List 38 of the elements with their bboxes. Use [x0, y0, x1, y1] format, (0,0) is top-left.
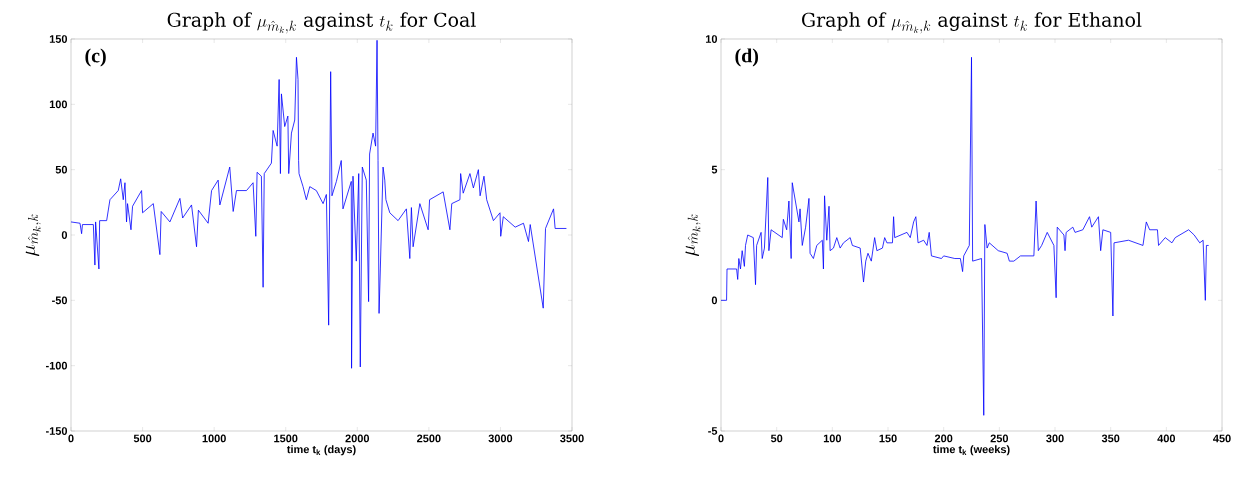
y-tick-label: 10 [705, 35, 718, 43]
y-tick-label: -150 [45, 427, 68, 435]
x-tick-label: 250 [990, 434, 1009, 443]
x-axis-title: time t$_{k}$ (weeks) [933, 445, 1010, 456]
line-series [71, 39, 567, 369]
x-tick-label: 100 [823, 434, 842, 443]
y-axis-title: $\mu_{\hat{m}_k,k}$ [25, 214, 41, 256]
y-tick-label: -100 [45, 361, 68, 370]
x-tick-label: 300 [1046, 434, 1064, 443]
annotation: (c) [85, 48, 106, 67]
y-tick-label: 150 [49, 35, 68, 43]
chart-title: $\mbox{Graph of }\mu_{\hat{m}_k,k}\mbox{ against }t_k\mbox{ for Ethanol}$ [802, 12, 1142, 34]
x-tick-label: 0 [68, 434, 74, 443]
x-tick-label: 3500 [560, 434, 584, 443]
x-tick-label: 0 [718, 434, 724, 443]
x-tick-label: 2000 [345, 434, 370, 443]
y-tick-label: 5 [711, 165, 718, 174]
x-tick-label: 150 [879, 434, 897, 443]
annotation: (d) [735, 48, 759, 67]
x-tick-label: 50 [770, 434, 783, 443]
x-tick-label: 450 [1213, 434, 1231, 443]
y-tick-label: 100 [49, 100, 68, 109]
x-tick-label: 3000 [488, 434, 513, 443]
y-tick-label: 0 [61, 231, 68, 239]
x-tick-label: 1500 [274, 434, 298, 443]
y-axis-title: $\mu_{\hat{m}_k,k}$ [685, 214, 701, 256]
chart-title: $\mbox{Graph of }\mu_{\hat{m}_k,k}\mbox{ against }t_k\mbox{ for Coal}$ [167, 12, 476, 34]
y-tick-label: 50 [55, 165, 68, 174]
x-tick-label: 350 [1101, 434, 1120, 443]
x-tick-label: 500 [133, 434, 152, 443]
y-tick-label: -50 [52, 296, 68, 305]
x-tick-label: 1000 [202, 434, 226, 443]
y-tick-label: 0 [711, 296, 718, 305]
x-axis-title: time t$_{k}$ (days) [286, 445, 356, 456]
x-tick-label: 200 [934, 434, 953, 443]
x-tick-label: 2500 [417, 434, 441, 443]
x-tick-label: 400 [1157, 434, 1176, 443]
y-tick-label: -5 [708, 427, 718, 435]
